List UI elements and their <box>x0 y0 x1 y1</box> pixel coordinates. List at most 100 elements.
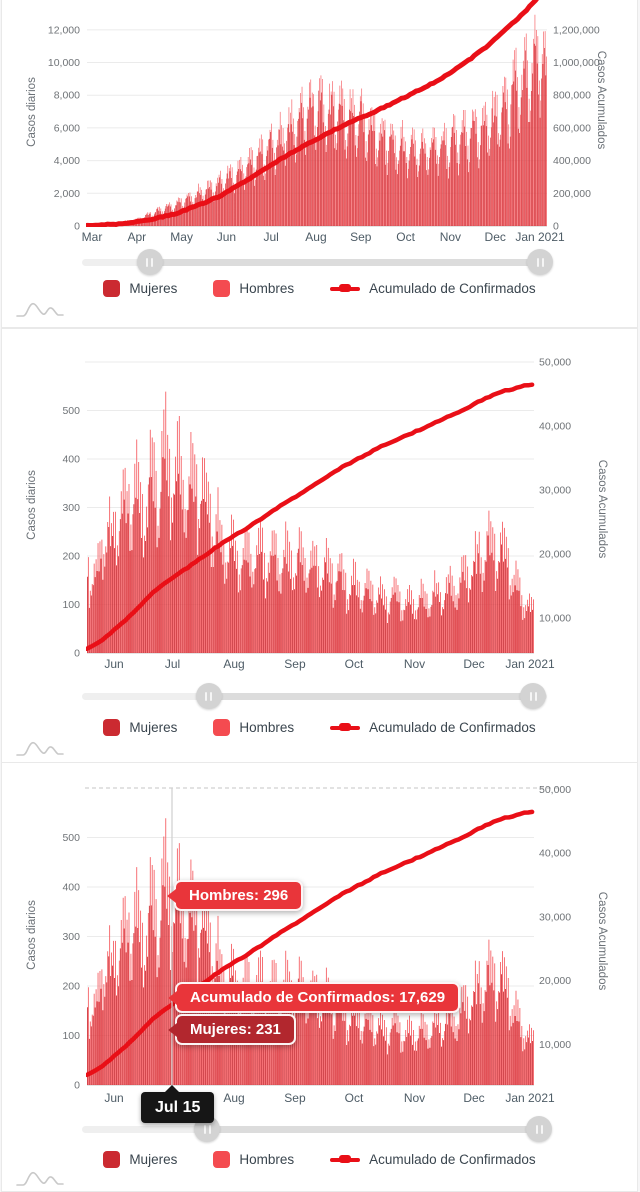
svg-text:Sep: Sep <box>350 230 372 244</box>
legend-item-hombres[interactable]: Hombres <box>213 1151 294 1168</box>
svg-text:40,000: 40,000 <box>539 421 571 433</box>
chart-legend: Mujeres Hombres Acumulado de Confirmados <box>2 719 637 736</box>
svg-text:400: 400 <box>62 454 80 466</box>
legend-item-mujeres[interactable]: Mujeres <box>103 719 177 736</box>
svg-text:4,000: 4,000 <box>54 155 80 167</box>
svg-text:Aug: Aug <box>305 230 326 244</box>
svg-text:200: 200 <box>62 981 80 993</box>
legend-item-mujeres[interactable]: Mujeres <box>103 280 177 297</box>
chart-2-canvas[interactable]: 0 100 200 300 400 500 10,000 20,000 30,000 40,000… <box>2 329 638 681</box>
svg-text:Apr: Apr <box>127 230 146 244</box>
svg-text:30,000: 30,000 <box>539 911 571 923</box>
svg-text:20,000: 20,000 <box>539 975 571 987</box>
svg-text:1,000,000: 1,000,000 <box>553 57 600 69</box>
range-slider[interactable] <box>82 249 554 275</box>
legend-item-acumulado[interactable]: Acumulado de Confirmados <box>330 720 536 735</box>
svg-text:Oct: Oct <box>345 1091 364 1105</box>
svg-text:50,000: 50,000 <box>539 357 571 369</box>
svg-text:0: 0 <box>74 1080 80 1092</box>
slider-selected-range[interactable] <box>149 258 540 266</box>
svg-text:Jun: Jun <box>104 657 123 671</box>
svg-text:Nov: Nov <box>404 657 425 671</box>
svg-text:600,000: 600,000 <box>553 122 591 134</box>
svg-text:8,000: 8,000 <box>54 90 80 102</box>
svg-text:50,000: 50,000 <box>539 784 571 796</box>
slider-selected-range[interactable] <box>208 692 534 700</box>
svg-text:500: 500 <box>62 832 80 844</box>
slider-right-handle[interactable] <box>520 683 547 709</box>
svg-text:Sep: Sep <box>284 657 306 671</box>
svg-text:Jan 2021: Jan 2021 <box>505 657 555 671</box>
brand-logo-icon <box>16 1171 64 1186</box>
svg-text:400,000: 400,000 <box>553 155 591 167</box>
bars-layer <box>87 818 534 1085</box>
svg-text:Mar: Mar <box>82 230 103 244</box>
chart-1-canvas[interactable]: 0 2,000 4,000 6,000 8,000 10,000 12,000 0 200,00… <box>2 0 638 250</box>
slider-right-handle[interactable] <box>526 1116 553 1142</box>
svg-text:2,000: 2,000 <box>54 188 80 200</box>
slider-left-handle[interactable] <box>136 249 163 275</box>
svg-text:6,000: 6,000 <box>54 122 80 134</box>
svg-text:Jan 2021: Jan 2021 <box>515 230 565 244</box>
svg-text:300: 300 <box>62 502 80 514</box>
axis-labels: 0 100 200 300 400 500 10,000 20,000 30,000 40,000… <box>62 357 571 672</box>
svg-text:10,000: 10,000 <box>539 1039 571 1051</box>
chart-legend: Mujeres Hombres Acumulado de Confirmados <box>2 1151 637 1168</box>
legend-item-hombres[interactable]: Hombres <box>213 719 294 736</box>
svg-text:Dec: Dec <box>463 657 484 671</box>
svg-text:Dec: Dec <box>463 1091 484 1105</box>
legend-item-acumulado[interactable]: Acumulado de Confirmados <box>330 1152 536 1167</box>
svg-text:Dec: Dec <box>485 230 506 244</box>
svg-text:Oct: Oct <box>396 230 415 244</box>
svg-text:Nov: Nov <box>440 230 461 244</box>
slider-right-handle[interactable] <box>527 249 554 275</box>
svg-text:0: 0 <box>74 221 80 233</box>
tooltip-hombres: Hombres: 296 <box>166 880 304 911</box>
chart-card-state-hover: 0 100 200 300 400 500 10,000 20,000 30,000 40,000… <box>1 762 638 1192</box>
acumulado-line-icon <box>330 723 361 731</box>
acumulado-line-layer <box>86 809 535 1078</box>
hombres-swatch-icon <box>213 719 231 736</box>
svg-text:0: 0 <box>553 221 559 233</box>
svg-text:Jul: Jul <box>264 230 279 244</box>
svg-text:40,000: 40,000 <box>539 848 571 860</box>
svg-text:Jul: Jul <box>165 657 180 671</box>
svg-text:Sep: Sep <box>284 1091 306 1105</box>
svg-text:500: 500 <box>62 405 80 417</box>
range-slider[interactable] <box>82 683 547 709</box>
chart-card-national: 0 2,000 4,000 6,000 8,000 10,000 12,000 0 200,00… <box>1 0 638 328</box>
bars-layer <box>87 14 547 227</box>
chart-3-canvas[interactable]: 0 100 200 300 400 500 10,000 20,000 30,000 40,000… <box>2 763 638 1115</box>
svg-text:200,000: 200,000 <box>553 188 591 200</box>
tooltip-date: Jul 15 <box>141 1085 215 1123</box>
legend-item-hombres[interactable]: Hombres <box>213 280 294 297</box>
svg-text:10,000: 10,000 <box>539 613 571 625</box>
slider-selected-range[interactable] <box>207 1125 540 1133</box>
slider-left-handle[interactable] <box>195 683 222 709</box>
svg-text:Nov: Nov <box>404 1091 425 1105</box>
svg-text:0: 0 <box>74 648 80 660</box>
svg-text:800,000: 800,000 <box>553 90 591 102</box>
hombres-swatch-icon <box>213 1151 231 1168</box>
svg-text:Jun: Jun <box>217 230 236 244</box>
svg-text:100: 100 <box>62 599 80 611</box>
acumulado-line-layer <box>86 382 535 652</box>
svg-text:200: 200 <box>62 551 80 563</box>
svg-text:12,000: 12,000 <box>48 24 80 36</box>
svg-text:20,000: 20,000 <box>539 549 571 561</box>
hombres-swatch-icon <box>213 280 231 297</box>
tooltip-mujeres: Mujeres: 231 <box>168 1014 296 1045</box>
svg-text:Oct: Oct <box>345 657 364 671</box>
svg-text:100: 100 <box>62 1030 80 1042</box>
svg-text:Jun: Jun <box>104 1091 123 1105</box>
svg-text:1,200,000: 1,200,000 <box>553 24 600 36</box>
svg-text:400: 400 <box>62 882 80 894</box>
acumulado-line-icon <box>330 284 361 292</box>
svg-text:Jan 2021: Jan 2021 <box>505 1091 555 1105</box>
svg-text:30,000: 30,000 <box>539 485 571 497</box>
legend-item-mujeres[interactable]: Mujeres <box>103 1151 177 1168</box>
legend-item-acumulado[interactable]: Acumulado de Confirmados <box>330 281 536 296</box>
mujeres-swatch-icon <box>103 719 121 736</box>
svg-text:10,000: 10,000 <box>48 57 80 69</box>
brand-logo-icon <box>16 741 64 756</box>
